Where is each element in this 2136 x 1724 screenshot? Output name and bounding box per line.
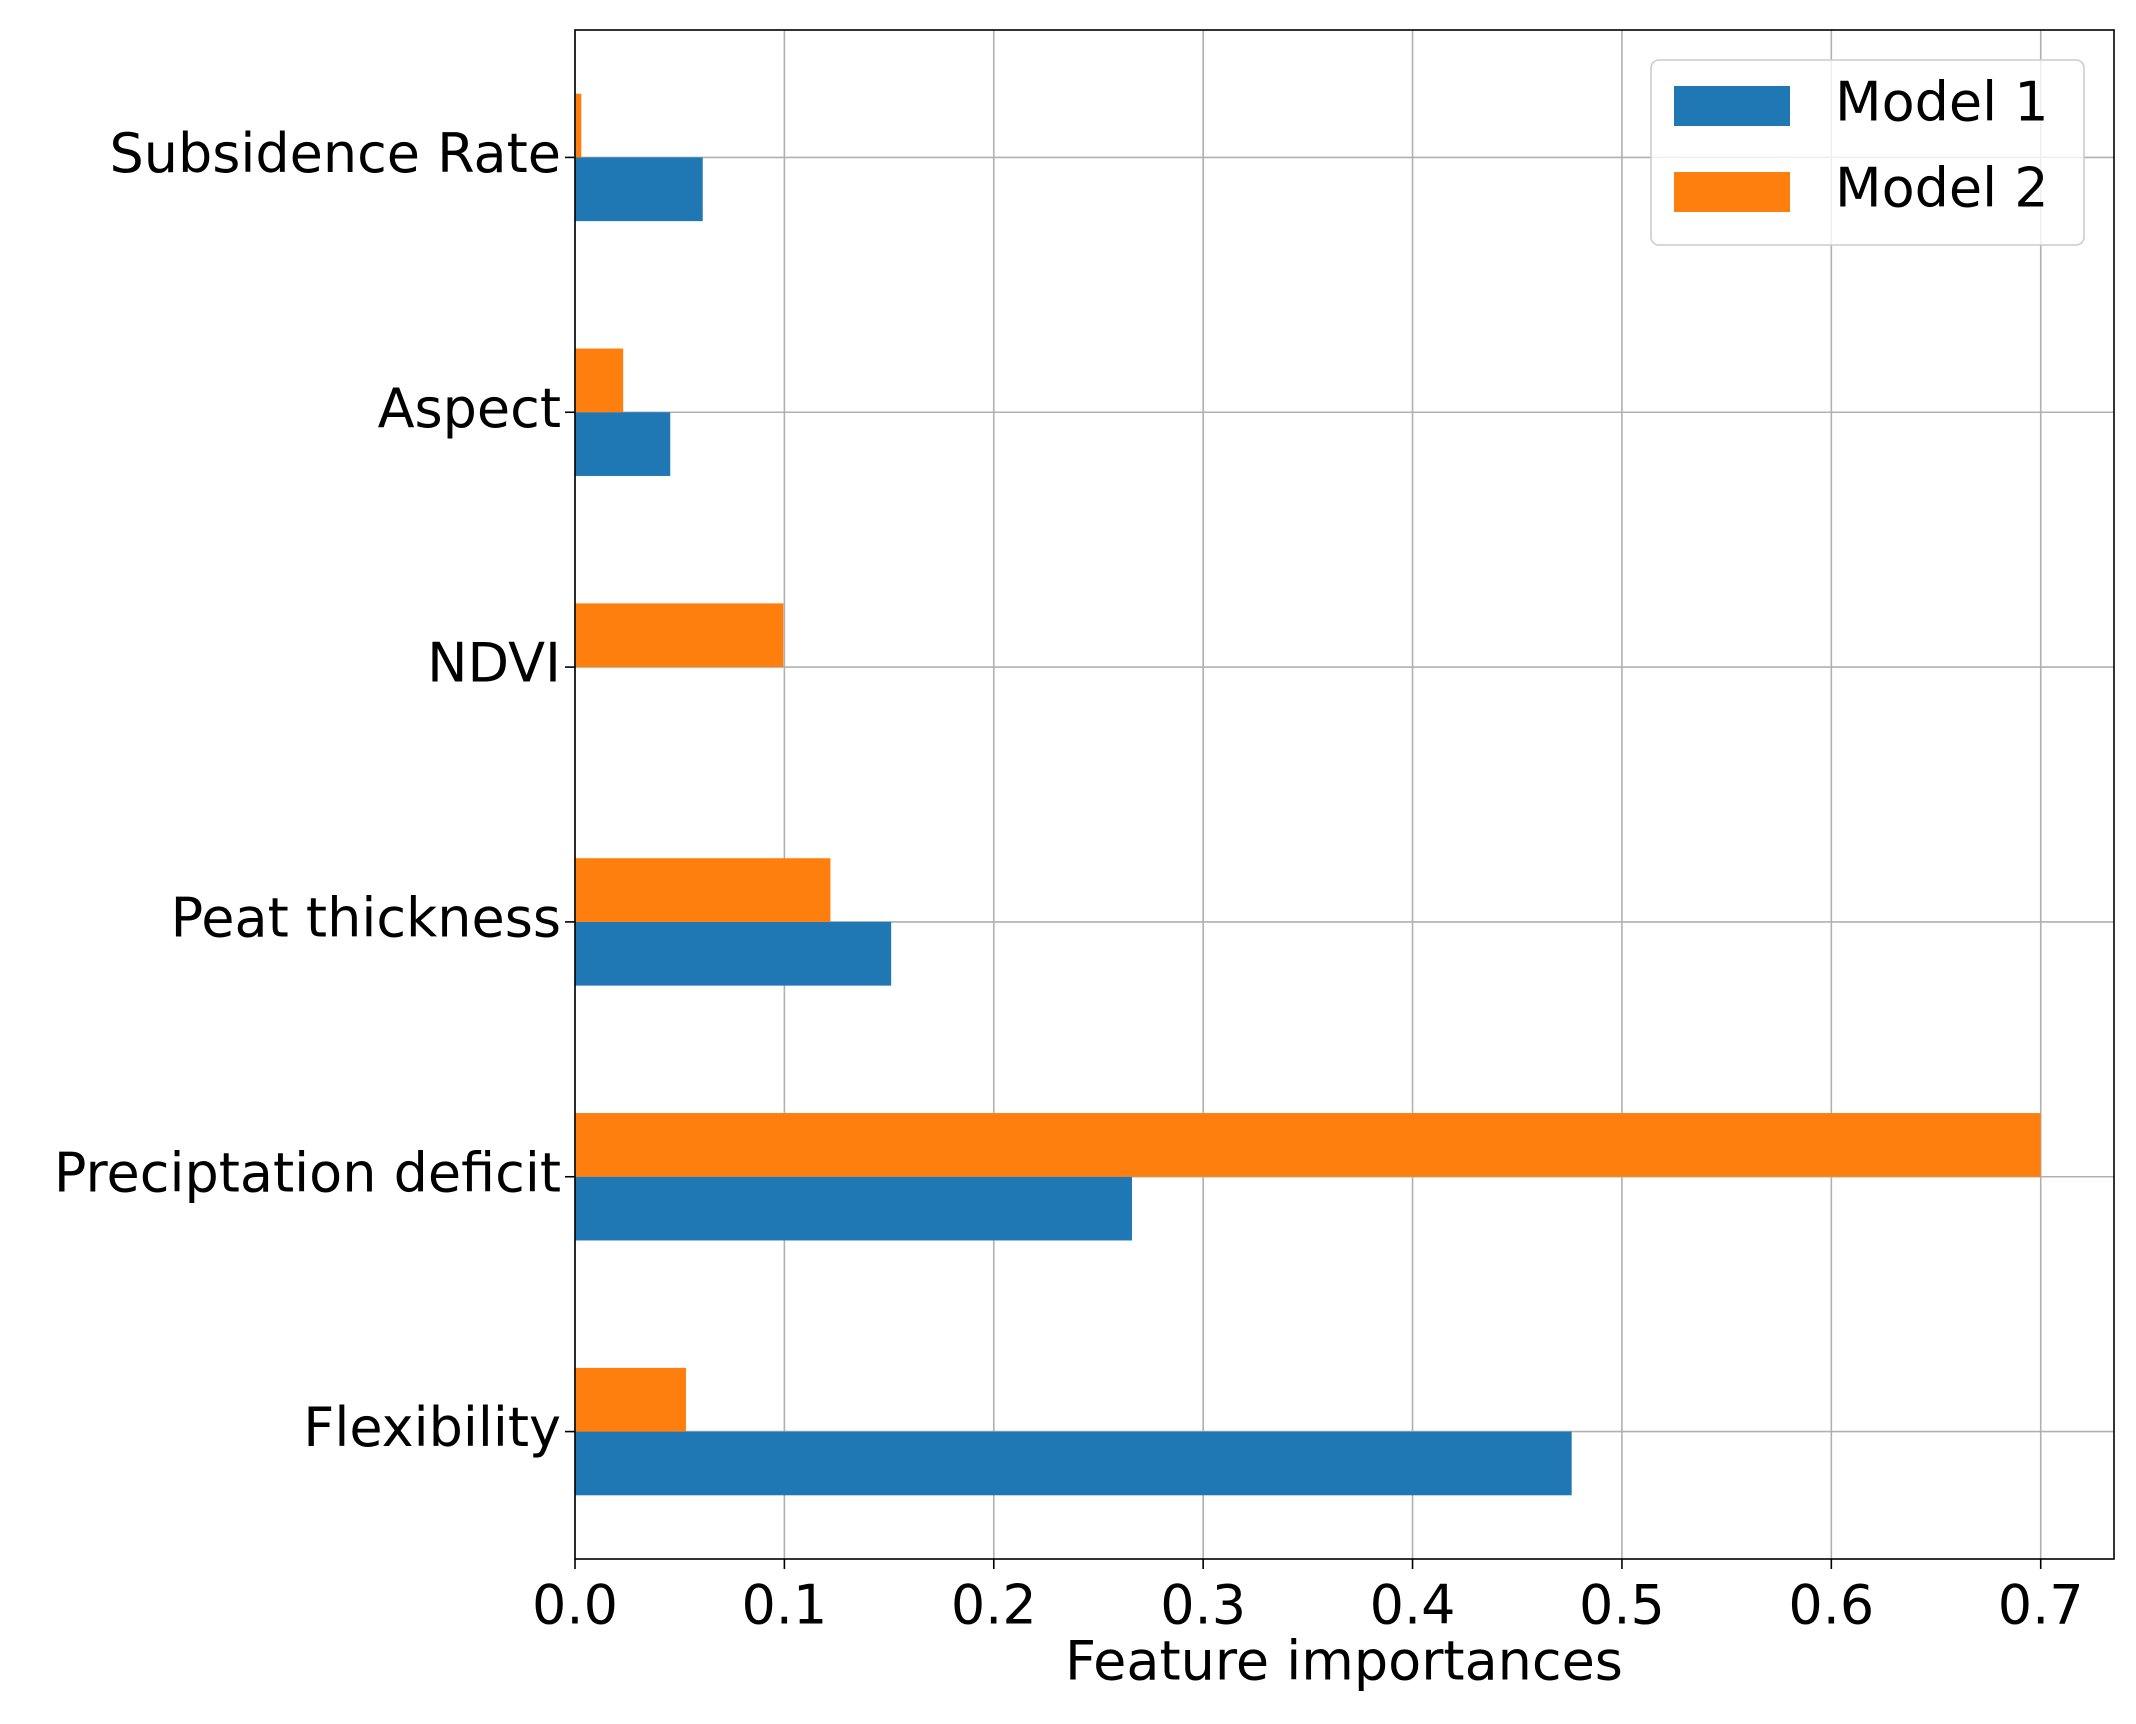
legend-label: Model 2	[1835, 157, 2049, 220]
plot-frame	[574, 29, 2115, 1560]
bar	[575, 858, 831, 922]
y-tick-label: Subsidence Rate	[109, 122, 561, 185]
bar	[575, 93, 582, 158]
legend-label: Model 1	[1835, 71, 2049, 134]
x-tick-label: 0.1	[741, 1574, 827, 1637]
x-axis-label: Feature importances	[1065, 1630, 1623, 1693]
legend-swatch	[1674, 86, 1790, 126]
bar	[575, 1113, 2041, 1177]
x-tick-label: 0.4	[1370, 1574, 1456, 1637]
bar	[575, 348, 624, 413]
y-tick-label: NDVI	[427, 632, 561, 695]
bar	[575, 921, 892, 986]
bar	[575, 1176, 1132, 1241]
bar	[575, 1431, 1572, 1496]
bar	[575, 1367, 686, 1432]
x-tick-label: 0.0	[532, 1574, 618, 1637]
y-tick-label: Flexibility	[303, 1396, 561, 1459]
x-tick-label: 0.2	[951, 1574, 1037, 1637]
x-tick-label: 0.7	[1998, 1574, 2084, 1637]
y-tick-label: Aspect	[378, 377, 561, 440]
bar	[575, 157, 703, 222]
bar	[575, 603, 784, 668]
bar	[575, 412, 671, 476]
y-tick-label: Preciptation deficit	[54, 1141, 561, 1204]
legend-swatch	[1674, 172, 1790, 212]
x-tick-label: 0.3	[1160, 1574, 1246, 1637]
x-tick-label: 0.6	[1788, 1574, 1874, 1637]
y-tick-label: Peat thickness	[171, 887, 561, 950]
x-tick-label: 0.5	[1579, 1574, 1665, 1637]
